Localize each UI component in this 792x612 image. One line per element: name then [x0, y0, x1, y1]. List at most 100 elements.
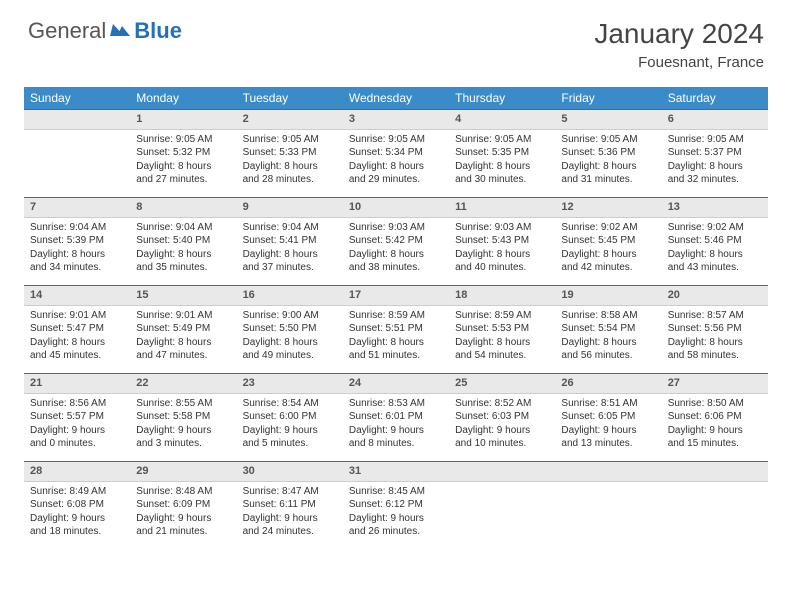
day-line: and 10 minutes. — [455, 437, 549, 451]
day-line: and 21 minutes. — [136, 525, 230, 539]
day-line: Sunrise: 9:05 AM — [561, 133, 655, 147]
calendar-body: 1Sunrise: 9:05 AMSunset: 5:32 PMDaylight… — [24, 109, 768, 549]
day-body: Sunrise: 8:52 AMSunset: 6:03 PMDaylight:… — [449, 394, 555, 457]
day-line: Sunset: 5:54 PM — [561, 322, 655, 336]
day-header: Sunday — [24, 87, 130, 109]
day-line: Sunset: 5:34 PM — [349, 146, 443, 160]
day-number: 2 — [237, 109, 343, 130]
day-line: Sunset: 5:32 PM — [136, 146, 230, 160]
day-body: Sunrise: 8:58 AMSunset: 5:54 PMDaylight:… — [555, 306, 661, 369]
day-line: Daylight: 8 hours — [136, 248, 230, 262]
day-line: Sunrise: 8:58 AM — [561, 309, 655, 323]
day-cell: 3Sunrise: 9:05 AMSunset: 5:34 PMDaylight… — [343, 109, 449, 197]
day-body: Sunrise: 8:48 AMSunset: 6:09 PMDaylight:… — [130, 482, 236, 545]
day-line: and 18 minutes. — [30, 525, 124, 539]
day-line: Sunset: 6:05 PM — [561, 410, 655, 424]
logo: General Blue — [28, 18, 182, 44]
day-line: Daylight: 9 hours — [30, 424, 124, 438]
day-cell: 31Sunrise: 8:45 AMSunset: 6:12 PMDayligh… — [343, 461, 449, 549]
day-cell: 15Sunrise: 9:01 AMSunset: 5:49 PMDayligh… — [130, 285, 236, 373]
day-line: Sunset: 6:12 PM — [349, 498, 443, 512]
day-number: 13 — [662, 197, 768, 218]
day-line: Sunset: 5:51 PM — [349, 322, 443, 336]
day-line: Sunrise: 8:59 AM — [349, 309, 443, 323]
day-line: Daylight: 9 hours — [243, 424, 337, 438]
day-body: Sunrise: 9:01 AMSunset: 5:49 PMDaylight:… — [130, 306, 236, 369]
day-line: and 37 minutes. — [243, 261, 337, 275]
day-line: Sunrise: 8:55 AM — [136, 397, 230, 411]
day-number — [662, 461, 768, 482]
day-line: Daylight: 8 hours — [243, 160, 337, 174]
day-line: Daylight: 8 hours — [136, 160, 230, 174]
day-cell: 28Sunrise: 8:49 AMSunset: 6:08 PMDayligh… — [24, 461, 130, 549]
day-line: Sunset: 6:08 PM — [30, 498, 124, 512]
logo-text-general: General — [28, 18, 106, 44]
day-line: and 35 minutes. — [136, 261, 230, 275]
day-line: Sunrise: 8:52 AM — [455, 397, 549, 411]
day-body: Sunrise: 9:05 AMSunset: 5:36 PMDaylight:… — [555, 130, 661, 193]
day-body: Sunrise: 8:51 AMSunset: 6:05 PMDaylight:… — [555, 394, 661, 457]
day-body: Sunrise: 8:59 AMSunset: 5:53 PMDaylight:… — [449, 306, 555, 369]
day-line: Daylight: 8 hours — [455, 160, 549, 174]
day-body: Sunrise: 8:55 AMSunset: 5:58 PMDaylight:… — [130, 394, 236, 457]
day-number: 25 — [449, 373, 555, 394]
day-cell: 27Sunrise: 8:50 AMSunset: 6:06 PMDayligh… — [662, 373, 768, 461]
day-body: Sunrise: 8:54 AMSunset: 6:00 PMDaylight:… — [237, 394, 343, 457]
day-line: Sunset: 5:35 PM — [455, 146, 549, 160]
week-row: 21Sunrise: 8:56 AMSunset: 5:57 PMDayligh… — [24, 373, 768, 461]
day-number: 16 — [237, 285, 343, 306]
day-body — [662, 482, 768, 491]
day-line: Sunrise: 9:05 AM — [668, 133, 762, 147]
day-line: Sunset: 6:11 PM — [243, 498, 337, 512]
day-number: 27 — [662, 373, 768, 394]
day-line: Sunset: 5:39 PM — [30, 234, 124, 248]
day-cell: 5Sunrise: 9:05 AMSunset: 5:36 PMDaylight… — [555, 109, 661, 197]
calendar-table: SundayMondayTuesdayWednesdayThursdayFrid… — [24, 87, 768, 549]
day-line: Daylight: 8 hours — [455, 336, 549, 350]
day-header: Friday — [555, 87, 661, 109]
day-number: 10 — [343, 197, 449, 218]
day-number: 1 — [130, 109, 236, 130]
day-line: Daylight: 8 hours — [668, 160, 762, 174]
day-line: Sunrise: 8:57 AM — [668, 309, 762, 323]
day-number: 19 — [555, 285, 661, 306]
day-body: Sunrise: 8:47 AMSunset: 6:11 PMDaylight:… — [237, 482, 343, 545]
day-body: Sunrise: 8:53 AMSunset: 6:01 PMDaylight:… — [343, 394, 449, 457]
day-line: Sunset: 5:47 PM — [30, 322, 124, 336]
day-line: Daylight: 9 hours — [349, 424, 443, 438]
day-line: Sunrise: 9:04 AM — [30, 221, 124, 235]
day-number — [555, 461, 661, 482]
day-number: 30 — [237, 461, 343, 482]
day-line: Sunset: 5:33 PM — [243, 146, 337, 160]
day-line: and 32 minutes. — [668, 173, 762, 187]
day-line: and 8 minutes. — [349, 437, 443, 451]
day-line: and 43 minutes. — [668, 261, 762, 275]
day-line: Sunset: 5:46 PM — [668, 234, 762, 248]
day-cell: 14Sunrise: 9:01 AMSunset: 5:47 PMDayligh… — [24, 285, 130, 373]
day-cell: 19Sunrise: 8:58 AMSunset: 5:54 PMDayligh… — [555, 285, 661, 373]
day-line: and 54 minutes. — [455, 349, 549, 363]
day-number: 9 — [237, 197, 343, 218]
day-line: Daylight: 8 hours — [349, 336, 443, 350]
day-body: Sunrise: 9:05 AMSunset: 5:34 PMDaylight:… — [343, 130, 449, 193]
day-line: and 3 minutes. — [136, 437, 230, 451]
day-line: Sunrise: 9:05 AM — [136, 133, 230, 147]
day-line: Sunset: 5:43 PM — [455, 234, 549, 248]
day-number: 11 — [449, 197, 555, 218]
day-body: Sunrise: 8:56 AMSunset: 5:57 PMDaylight:… — [24, 394, 130, 457]
day-cell: 20Sunrise: 8:57 AMSunset: 5:56 PMDayligh… — [662, 285, 768, 373]
day-line: and 24 minutes. — [243, 525, 337, 539]
day-number — [449, 461, 555, 482]
day-line: Sunset: 6:01 PM — [349, 410, 443, 424]
day-cell: 11Sunrise: 9:03 AMSunset: 5:43 PMDayligh… — [449, 197, 555, 285]
day-line: and 31 minutes. — [561, 173, 655, 187]
day-line: Daylight: 8 hours — [561, 248, 655, 262]
calendar-head: SundayMondayTuesdayWednesdayThursdayFrid… — [24, 87, 768, 109]
day-line: Sunrise: 9:03 AM — [455, 221, 549, 235]
day-cell — [555, 461, 661, 549]
day-cell: 17Sunrise: 8:59 AMSunset: 5:51 PMDayligh… — [343, 285, 449, 373]
day-line: and 30 minutes. — [455, 173, 549, 187]
day-number: 24 — [343, 373, 449, 394]
day-body: Sunrise: 8:57 AMSunset: 5:56 PMDaylight:… — [662, 306, 768, 369]
day-body: Sunrise: 9:03 AMSunset: 5:42 PMDaylight:… — [343, 218, 449, 281]
